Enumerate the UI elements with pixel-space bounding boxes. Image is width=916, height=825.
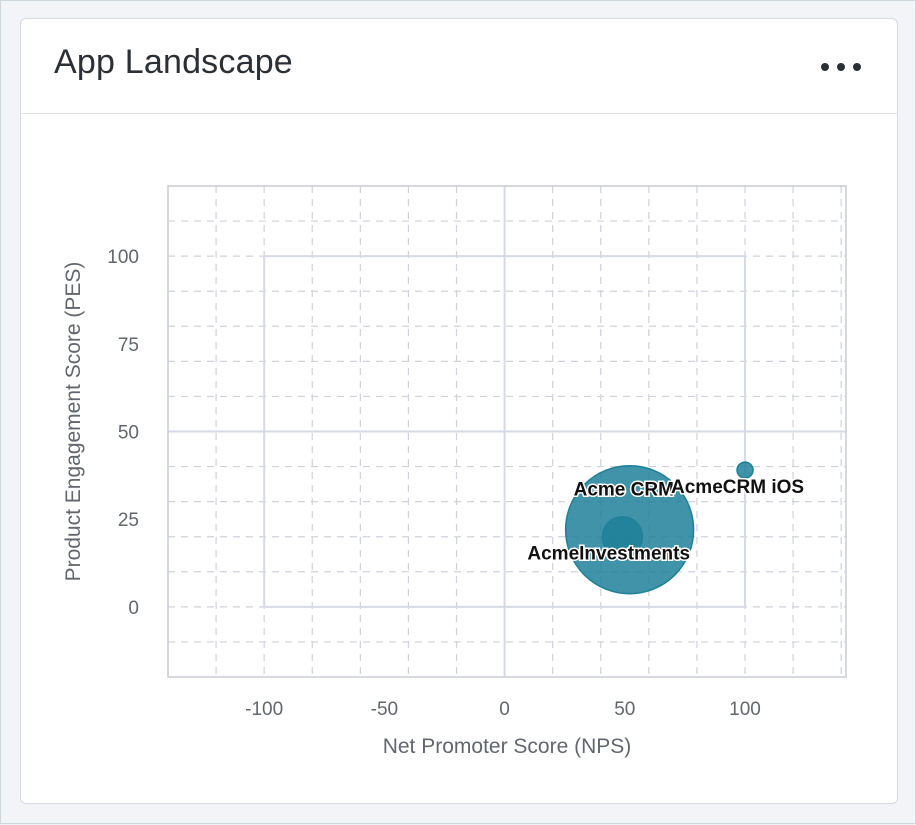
bubble-point xyxy=(736,461,754,479)
card-header: App Landscape xyxy=(21,19,897,114)
x-tick-label: 0 xyxy=(499,699,510,720)
menu-dot xyxy=(821,63,829,71)
y-tick-label: 100 xyxy=(107,247,139,268)
bubble-layer xyxy=(564,461,754,595)
point-label: AcmeInvestments xyxy=(527,544,690,565)
card-title: App Landscape xyxy=(54,43,293,81)
x-tick-label: 50 xyxy=(614,699,635,720)
x-tick-label: 100 xyxy=(729,699,761,720)
quadrant-box xyxy=(168,186,846,677)
menu-dot xyxy=(853,63,861,71)
more-horizontal-icon[interactable] xyxy=(821,57,861,77)
y-tick-labels: 0 25 50 75 100 xyxy=(107,247,139,619)
x-tick-label: -100 xyxy=(245,699,283,720)
app-landscape-card: App Landscape xyxy=(20,18,898,804)
point-label: Acme CRM xyxy=(574,480,674,501)
x-tick-label: -50 xyxy=(371,699,398,720)
point-label: AcmeCRM iOS xyxy=(671,477,804,498)
y-axis-title: Product Engagement Score (PES) xyxy=(62,262,85,582)
point-labels: Acme CRM AcmeInvestments AcmeCRM iOS xyxy=(526,476,806,567)
y-tick-label: 50 xyxy=(118,423,139,444)
y-tick-label: 0 xyxy=(128,598,139,619)
y-tick-label: 75 xyxy=(118,335,139,356)
x-axis-title: Net Promoter Score (NPS) xyxy=(383,735,632,758)
grid-layer xyxy=(168,186,846,677)
menu-dot xyxy=(837,63,845,71)
y-tick-label: 25 xyxy=(118,510,139,531)
plot-frame xyxy=(167,185,847,678)
bubble-point xyxy=(601,515,644,558)
x-tick-labels: -100 -50 0 50 100 xyxy=(245,699,761,720)
